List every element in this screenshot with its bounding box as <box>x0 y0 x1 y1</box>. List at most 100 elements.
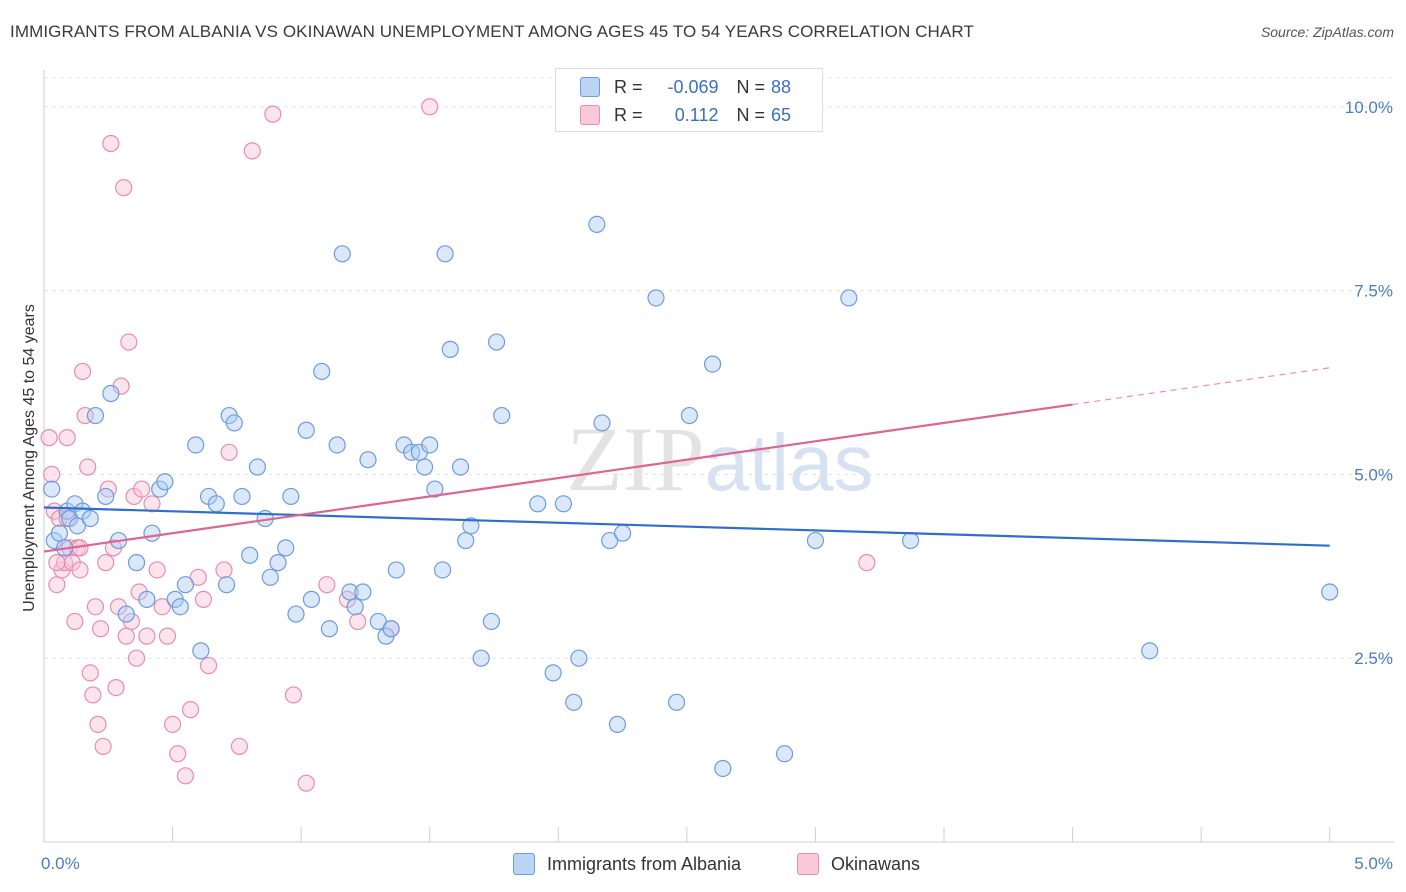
legend-item-albania[interactable]: Immigrants from Albania <box>513 853 741 875</box>
albania-point-76[interactable] <box>601 531 619 550</box>
albania-point-82[interactable] <box>703 355 722 373</box>
albania-point-39[interactable] <box>297 421 315 439</box>
albania-point-70[interactable] <box>544 664 562 682</box>
okinawans-point-3[interactable] <box>48 576 66 594</box>
okinawans-point-56[interactable] <box>318 576 336 594</box>
okinawans-point-17[interactable] <box>84 686 102 704</box>
okinawans-point-55[interactable] <box>297 774 315 792</box>
albania-point-14[interactable] <box>117 605 135 623</box>
okinawans-point-62[interactable] <box>48 554 66 572</box>
okinawans-point-52[interactable] <box>243 142 261 160</box>
albania-point-9[interactable] <box>81 509 99 528</box>
albania-point-65[interactable] <box>472 649 490 667</box>
albania-point-61[interactable] <box>441 340 459 358</box>
okinawans-point-43[interactable] <box>169 745 187 763</box>
albania-point-79[interactable] <box>647 289 665 307</box>
okinawans-point-16[interactable] <box>81 664 99 682</box>
albania-point-15[interactable] <box>127 554 146 572</box>
okinawans-point-49[interactable] <box>215 561 233 579</box>
albania-point-36[interactable] <box>277 539 295 557</box>
okinawans-point-40[interactable] <box>153 598 171 616</box>
albania-point-58[interactable] <box>426 480 444 498</box>
okinawans-point-31[interactable] <box>120 333 138 351</box>
albania-point-80[interactable] <box>667 693 686 711</box>
albania-point-10[interactable] <box>86 406 105 425</box>
okinawans-point-21[interactable] <box>94 737 112 756</box>
okinawans-point-50[interactable] <box>220 443 238 461</box>
albania-point-17[interactable] <box>143 524 161 542</box>
albania-point-44[interactable] <box>333 245 351 263</box>
albania-point-46[interactable] <box>346 598 364 616</box>
albania-point-86[interactable] <box>901 531 920 550</box>
albania-point-81[interactable] <box>680 406 699 425</box>
albania-point-23[interactable] <box>187 436 205 454</box>
albania-point-19[interactable] <box>156 473 174 491</box>
albania-point-87[interactable] <box>1141 642 1159 660</box>
okinawans-point-41[interactable] <box>158 627 177 645</box>
albania-point-47[interactable] <box>354 583 372 601</box>
albania-point-66[interactable] <box>482 612 501 631</box>
albania-point-29[interactable] <box>225 414 243 432</box>
okinawans-point-60[interactable] <box>421 98 439 116</box>
albania-point-59[interactable] <box>433 561 452 579</box>
albania-point-57[interactable] <box>421 436 439 454</box>
albania-point-84[interactable] <box>806 531 825 550</box>
albania-point-51[interactable] <box>382 620 400 638</box>
albania-point-69[interactable] <box>529 495 547 513</box>
okinawans-point-44[interactable] <box>176 767 195 785</box>
albania-point-11[interactable] <box>97 487 115 506</box>
albania-point-37[interactable] <box>282 487 300 506</box>
albania-point-63[interactable] <box>457 531 475 550</box>
okinawans-point-53[interactable] <box>264 105 282 123</box>
okinawans-point-34[interactable] <box>127 649 146 667</box>
albania-point-34[interactable] <box>261 568 279 586</box>
okinawans-point-37[interactable] <box>138 627 156 645</box>
okinawans-point-26[interactable] <box>107 678 125 697</box>
okinawans-point-24[interactable] <box>102 134 120 153</box>
albania-point-35[interactable] <box>269 554 287 572</box>
albania-point-2[interactable] <box>50 524 69 542</box>
albania-point-27[interactable] <box>217 576 236 594</box>
albania-point-41[interactable] <box>313 362 331 381</box>
albania-point-68[interactable] <box>493 406 511 425</box>
albania-point-83[interactable] <box>714 759 732 778</box>
okinawans-point-58[interactable] <box>349 612 367 631</box>
albania-point-31[interactable] <box>241 546 259 564</box>
okinawans-point-38[interactable] <box>143 495 161 513</box>
albania-point-74[interactable] <box>588 215 606 233</box>
okinawans-point-13[interactable] <box>73 362 92 381</box>
albania-point-26[interactable] <box>207 495 225 513</box>
okinawans-point-30[interactable] <box>117 627 135 645</box>
albania-point-73[interactable] <box>570 649 588 667</box>
legend-item-okinawans[interactable]: Okinawans <box>797 853 920 875</box>
okinawans-point-15[interactable] <box>79 458 97 476</box>
albania-point-67[interactable] <box>487 333 506 351</box>
albania-point-78[interactable] <box>613 524 632 542</box>
okinawans-point-22[interactable] <box>97 554 115 572</box>
albania-point-52[interactable] <box>387 561 405 579</box>
okinawans-point-29[interactable] <box>115 179 133 197</box>
okinawans-point-18[interactable] <box>86 598 105 616</box>
albania-point-12[interactable] <box>102 384 120 403</box>
albania-point-64[interactable] <box>462 517 480 535</box>
albania-point-85[interactable] <box>840 289 858 307</box>
albania-point-60[interactable] <box>436 245 454 263</box>
albania-point-71[interactable] <box>554 495 573 513</box>
albania-point-62[interactable] <box>451 458 470 476</box>
okinawans-point-51[interactable] <box>230 737 249 756</box>
okinawans-point-10[interactable] <box>66 612 84 631</box>
albania-point-75[interactable] <box>593 414 611 432</box>
okinawans-point-20[interactable] <box>91 620 110 638</box>
albania-point-24[interactable] <box>192 642 210 660</box>
albania-point-21[interactable] <box>171 598 189 616</box>
albania-point-88[interactable] <box>1321 583 1339 601</box>
okinawans-point-54[interactable] <box>284 686 303 704</box>
okinawans-point-39[interactable] <box>148 561 166 579</box>
okinawans-point-48[interactable] <box>199 656 218 675</box>
albania-point-77[interactable] <box>608 715 627 733</box>
okinawans-point-45[interactable] <box>181 701 200 719</box>
albania-point-32[interactable] <box>248 458 267 476</box>
okinawans-point-7[interactable] <box>58 429 76 447</box>
albania-point-72[interactable] <box>565 693 583 711</box>
albania-point-43[interactable] <box>328 436 346 454</box>
